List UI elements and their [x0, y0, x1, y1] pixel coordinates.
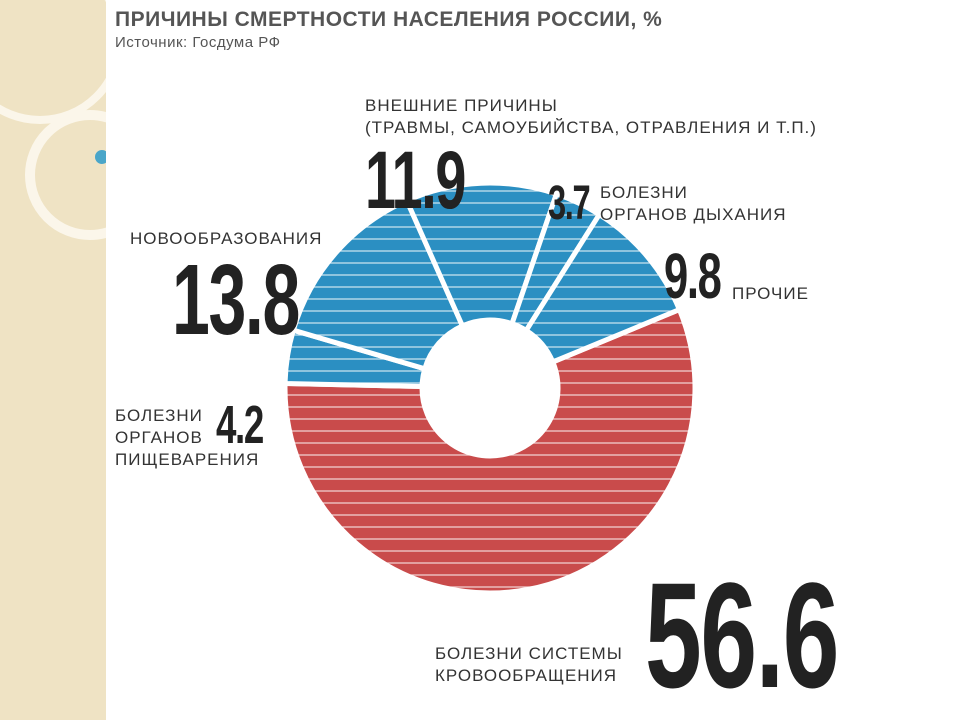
value-label: 4.2	[216, 395, 264, 455]
donut-slice	[290, 197, 466, 372]
category-label: БОЛЕЗНИ ОРГАНОВ ПИЩЕВАРЕНИЯ	[115, 406, 260, 469]
category-label: ПРОЧИЕ	[732, 284, 809, 303]
value-label: 11.9	[365, 135, 466, 226]
value-label: 3.7	[548, 177, 591, 230]
value-label: 9.8	[664, 240, 722, 312]
value-label: 56.6	[645, 551, 839, 719]
value-label: 13.8	[172, 244, 300, 356]
category-label: БОЛЕЗНИ ОРГАНОВ ДЫХАНИЯ	[600, 183, 787, 224]
decor-ring	[0, 0, 106, 124]
donut-slice	[282, 306, 698, 596]
decor-ring	[25, 110, 106, 240]
chart-subtitle: Источник: Госдума РФ	[115, 34, 281, 51]
donut-slice	[403, 180, 560, 330]
decor-dot	[95, 150, 106, 164]
chart-title: ПРИЧИНЫ СМЕРТНОСТИ НАСЕЛЕНИЯ РОССИИ, %	[115, 8, 663, 31]
category-label: НОВООБРАЗОВАНИЯ	[130, 229, 323, 248]
category-label: ВНЕШНИЕ ПРИЧИНЫ (ТРАВМЫ, САМОУБИЙСТВА, О…	[365, 96, 817, 137]
side-decoration	[0, 0, 106, 720]
category-label: БОЛЕЗНИ СИСТЕМЫ КРОВООБРАЩЕНИЯ	[435, 644, 623, 685]
